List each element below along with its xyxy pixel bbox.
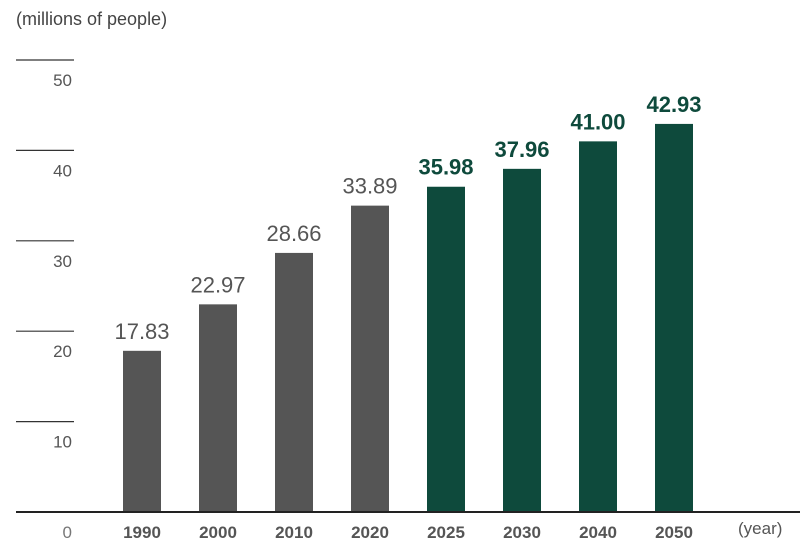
bar-value-label: 41.00 bbox=[570, 109, 625, 134]
bar bbox=[275, 252, 313, 512]
x-tick-label: 2030 bbox=[503, 523, 541, 542]
bar bbox=[351, 205, 389, 512]
y-tick-label: 50 bbox=[53, 71, 72, 90]
bar-value-label: 22.97 bbox=[190, 272, 245, 297]
bar-value-label: 35.98 bbox=[418, 155, 473, 180]
bar bbox=[199, 304, 237, 512]
bar-value-label: 37.96 bbox=[494, 137, 549, 162]
y-tick-label: 30 bbox=[53, 252, 72, 271]
x-tick-label: 1990 bbox=[123, 523, 161, 542]
x-tick-label: 2020 bbox=[351, 523, 389, 542]
x-tick-label: 2050 bbox=[655, 523, 693, 542]
bar-value-label: 28.66 bbox=[266, 221, 321, 246]
y-tick-label: 0 bbox=[63, 523, 72, 542]
bar bbox=[655, 123, 693, 512]
y-tick-label: 40 bbox=[53, 161, 72, 180]
bar-value-label: 17.83 bbox=[114, 319, 169, 344]
bar bbox=[503, 168, 541, 512]
bar-value-label: 33.89 bbox=[342, 174, 397, 199]
y-tick-label: 20 bbox=[53, 342, 72, 361]
x-tick-label: 2000 bbox=[199, 523, 237, 542]
bar-value-label: 42.93 bbox=[646, 92, 701, 117]
x-tick-label: 2025 bbox=[427, 523, 465, 542]
y-tick-label: 10 bbox=[53, 433, 72, 452]
x-tick-label: 2010 bbox=[275, 523, 313, 542]
y-axis-unit-label: (millions of people) bbox=[16, 9, 168, 29]
bar bbox=[579, 141, 617, 513]
x-tick-label: 2040 bbox=[579, 523, 617, 542]
x-axis-unit-label: (year) bbox=[738, 519, 783, 538]
bar bbox=[123, 350, 161, 512]
bar bbox=[427, 186, 465, 513]
